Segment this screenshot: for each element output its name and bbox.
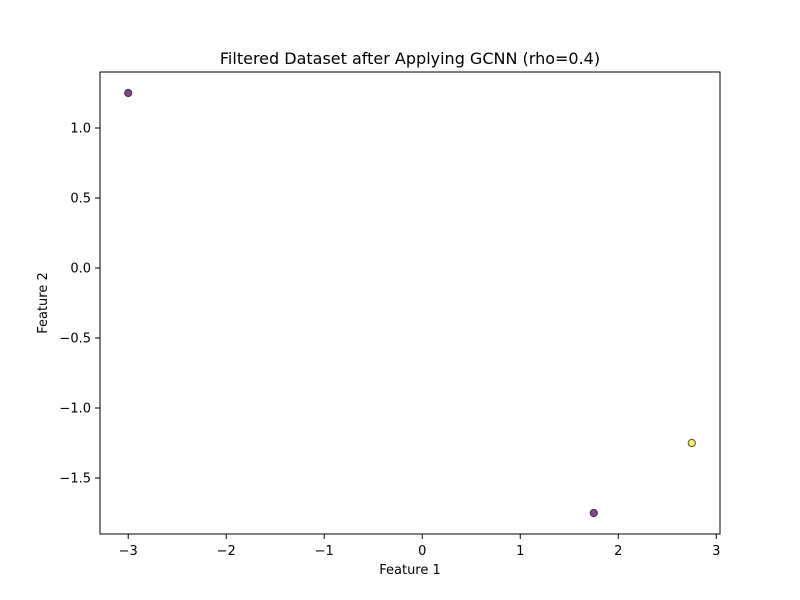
x-tick-label: −3	[119, 544, 138, 559]
y-tick-label: 0.0	[70, 262, 91, 277]
y-axis-label: Feature 2	[36, 272, 51, 334]
x-tick-label: 1	[516, 544, 524, 559]
x-tick-label: 2	[614, 544, 622, 559]
x-axis-label: Feature 1	[379, 563, 441, 578]
data-points	[124, 88, 696, 518]
data-point	[124, 88, 133, 98]
x-tick-label: 3	[712, 544, 720, 559]
data-point	[589, 508, 598, 518]
x-tick-label: 0	[418, 544, 426, 559]
y-tick-label: 1.0	[70, 122, 91, 137]
y-tick-label: −1.5	[59, 472, 91, 487]
data-point	[687, 438, 696, 448]
y-tick-label: 0.5	[70, 192, 91, 207]
x-tick-label: −2	[217, 544, 236, 559]
y-tick-label: −0.5	[59, 332, 91, 347]
y-tick-label: −1.0	[59, 402, 91, 417]
chart-title: Filtered Dataset after Applying GCNN (rh…	[220, 49, 600, 68]
y-axis: −1.5 −1.0 −0.5 0.0 0.5 1.0	[59, 122, 100, 487]
x-axis: −3 −2 −1 0 1 2 3	[119, 534, 720, 559]
x-tick-label: −1	[315, 544, 334, 559]
plot-area-frame	[99, 71, 721, 535]
